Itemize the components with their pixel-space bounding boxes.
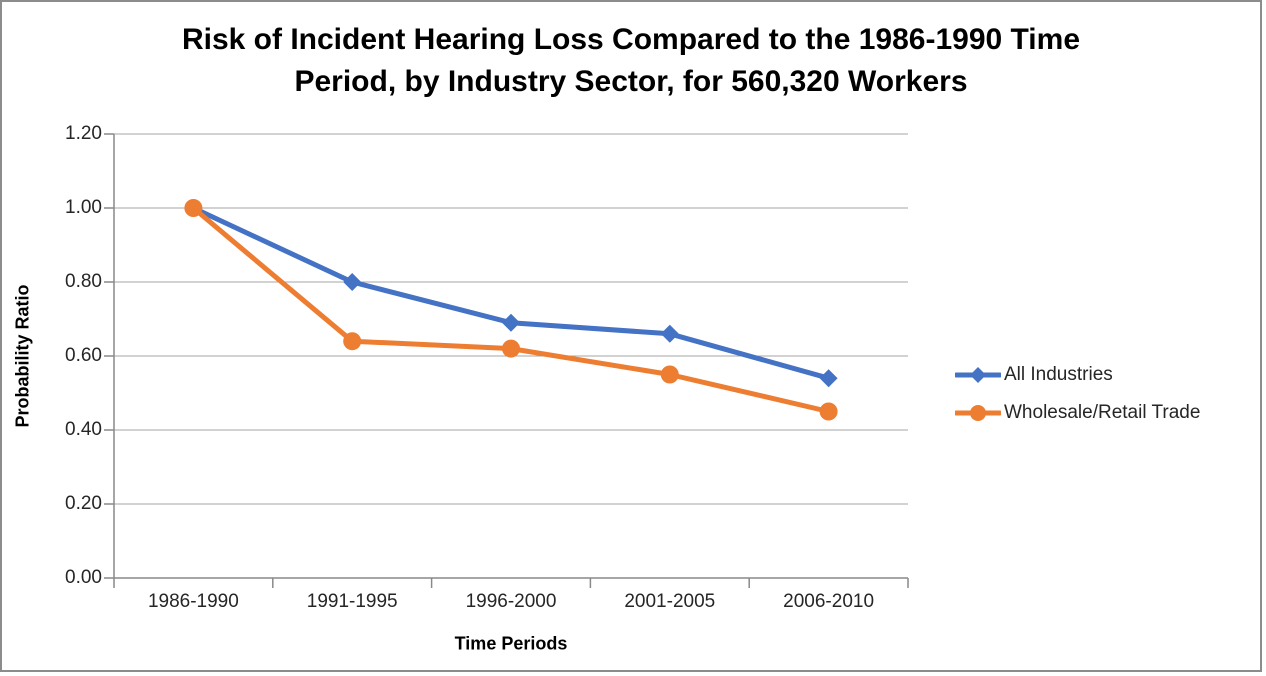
legend-item-all-industries: All Industries <box>955 362 1200 388</box>
y-tick-label: 0.60 <box>65 345 102 366</box>
legend-label: All Industries <box>1004 364 1113 385</box>
legend-key-sample <box>955 405 1001 421</box>
series-marker-all-industries <box>819 369 838 388</box>
chart-title-line-1: Risk of Incident Hearing Loss Compared t… <box>181 23 1081 56</box>
y-axis-title: Probability Ratio <box>12 284 33 428</box>
legend-circle-marker-icon <box>970 405 986 421</box>
y-tick-label: 0.20 <box>65 493 102 514</box>
y-tick-label: 1.20 <box>65 123 102 144</box>
series-marker-wholesale-retail-trade <box>819 402 838 421</box>
x-tick-label: 1991-1995 <box>306 591 398 612</box>
y-tick-label: 0.80 <box>65 271 102 292</box>
series-marker-wholesale-retail-trade <box>502 339 520 358</box>
legend-key-sample <box>955 367 1001 383</box>
y-tick-label: 1.00 <box>65 197 102 218</box>
legend: All Industries Wholesale/Retail Trade <box>955 362 1200 438</box>
y-tick-label: 0.00 <box>65 567 102 588</box>
x-axis-title: Time Periods <box>454 633 568 654</box>
series-marker-all-industries <box>660 324 679 343</box>
x-tick-label: 2001-2005 <box>624 591 716 612</box>
series-marker-wholesale-retail-trade <box>184 199 203 217</box>
x-tick-label: 2006-2010 <box>783 591 875 612</box>
x-tick-label: 1996-2000 <box>465 591 557 612</box>
chart-title-line-2: Period, by Industry Sector, for 560,320 … <box>294 65 968 98</box>
y-tick-label: 0.40 <box>65 419 102 440</box>
chart-title: Risk of Incident Hearing Loss Compared t… <box>2 19 1260 103</box>
series-line-wholesale-retail-trade <box>190 205 832 414</box>
series-marker-wholesale-retail-trade <box>343 332 362 351</box>
legend-label: Wholesale/Retail Trade <box>1004 402 1201 423</box>
series-marker-all-industries <box>343 273 362 291</box>
legend-diamond-marker-icon <box>970 367 986 383</box>
series-marker-all-industries <box>502 313 520 332</box>
series-marker-wholesale-retail-trade <box>660 365 679 384</box>
legend-item-wholesale-retail-trade: Wholesale/Retail Trade <box>955 400 1200 426</box>
x-tick-label: 1986-1990 <box>147 591 239 612</box>
